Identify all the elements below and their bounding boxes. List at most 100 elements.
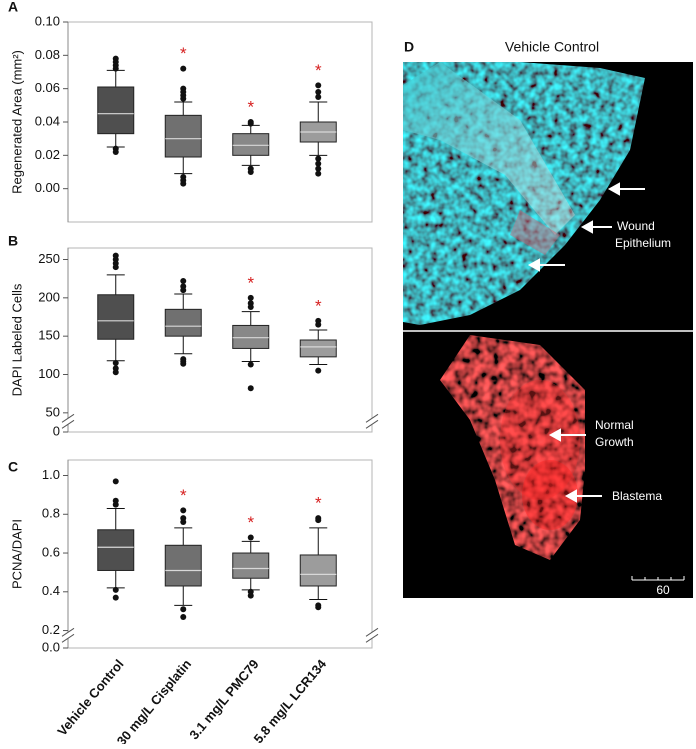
y-tick-label: 1.0 bbox=[42, 467, 60, 482]
outlier bbox=[247, 169, 254, 175]
y-tick-label: 0.2 bbox=[42, 622, 60, 637]
y-tick-label: 0.0 bbox=[42, 639, 60, 654]
y-tick-label: 100 bbox=[38, 366, 60, 381]
outlier bbox=[180, 95, 187, 102]
axis-break-gap bbox=[62, 632, 74, 639]
outlier bbox=[315, 155, 322, 162]
annotation: Wound bbox=[617, 219, 655, 233]
outlier bbox=[315, 94, 322, 100]
significance-star: * bbox=[315, 61, 322, 80]
box bbox=[232, 324, 270, 349]
box bbox=[97, 294, 135, 340]
axis-break-gap bbox=[62, 418, 74, 425]
outlier bbox=[247, 385, 254, 392]
box-chart: B 0 50 100 150 200 250 DAPI Labeled Cells * * bbox=[8, 233, 379, 438]
outlier bbox=[247, 361, 254, 368]
significance-star: * bbox=[180, 486, 187, 505]
axis-break-mark bbox=[61, 627, 75, 637]
box bbox=[232, 552, 270, 579]
y-tick-label: 0.08 bbox=[35, 47, 60, 62]
box-chart: C 0.0 0.2 0.4 0.6 0.8 1.0 PCNA/DAPI Vehicle Cont… bbox=[8, 459, 379, 748]
outlier bbox=[247, 592, 254, 599]
y-tick-label: 0.4 bbox=[42, 583, 60, 598]
box bbox=[299, 554, 337, 587]
annotation: Growth bbox=[595, 435, 634, 449]
outlier bbox=[112, 360, 119, 366]
scale-bar bbox=[631, 576, 685, 581]
outlier bbox=[315, 160, 322, 167]
outlier bbox=[112, 478, 119, 485]
axis-break-mark bbox=[61, 633, 75, 643]
outlier bbox=[180, 507, 187, 514]
y-tick-label: 0.04 bbox=[35, 113, 60, 128]
y-axis-label: DAPI Labeled Cells bbox=[9, 283, 24, 396]
outlier bbox=[180, 613, 187, 620]
axis-break-mark bbox=[365, 413, 379, 423]
annotation: Epithelium bbox=[615, 236, 671, 250]
box bbox=[299, 339, 337, 358]
box bbox=[164, 544, 202, 587]
outlier bbox=[315, 604, 322, 611]
outlier bbox=[247, 304, 254, 311]
panel-label: A bbox=[8, 0, 18, 15]
axis-break-gap bbox=[366, 632, 378, 639]
x-tick-label: Vehicle Control bbox=[54, 656, 126, 738]
box-chart: A 0.00 0.02 0.04 0.06 0.08 0.10 Regenerated Are… bbox=[8, 0, 373, 223]
outlier bbox=[180, 65, 187, 72]
outlier bbox=[315, 367, 322, 374]
outlier bbox=[315, 170, 322, 177]
outlier bbox=[247, 294, 254, 301]
significance-star: * bbox=[315, 494, 322, 513]
outlier bbox=[247, 120, 254, 127]
axis-break-mark bbox=[61, 419, 75, 429]
outlier bbox=[315, 517, 322, 524]
outlier bbox=[315, 89, 322, 95]
outlier bbox=[180, 180, 187, 187]
annotation: Normal bbox=[595, 418, 634, 432]
y-axis-label: PCNA/DAPI bbox=[9, 519, 24, 589]
outlier bbox=[180, 360, 187, 367]
axis-break-gap bbox=[366, 418, 378, 425]
outlier bbox=[247, 534, 254, 541]
outlier bbox=[180, 287, 187, 294]
outlier bbox=[112, 501, 119, 508]
y-tick-label: 0.06 bbox=[35, 80, 60, 95]
annotation: Blastema bbox=[612, 489, 662, 503]
significance-star: * bbox=[180, 44, 187, 63]
y-tick-label: 250 bbox=[38, 251, 60, 266]
significance-star: * bbox=[247, 513, 254, 532]
outlier bbox=[112, 65, 119, 72]
y-tick-label: 0.8 bbox=[42, 506, 60, 521]
outlier bbox=[180, 277, 187, 284]
y-tick-label: 0.10 bbox=[35, 13, 60, 28]
significance-star: * bbox=[247, 97, 254, 116]
panel-label: C bbox=[8, 459, 18, 475]
panel-label: D bbox=[404, 39, 414, 55]
y-tick-label: 200 bbox=[38, 289, 60, 304]
axis-break-mark bbox=[365, 633, 379, 643]
y-tick-label: 0.02 bbox=[35, 147, 60, 162]
y-tick-label: 0.6 bbox=[42, 544, 60, 559]
significance-star: * bbox=[247, 273, 254, 292]
x-tick-label: 5.8 mg/L LCR134 bbox=[250, 656, 329, 744]
micrograph-panel: 60 D Vehicle Control Wound Epithelium No… bbox=[403, 39, 693, 598]
outlier bbox=[112, 594, 119, 601]
outlier bbox=[180, 519, 187, 526]
outlier bbox=[112, 586, 119, 593]
outlier bbox=[180, 606, 187, 613]
y-tick-label: 50 bbox=[46, 404, 60, 419]
y-axis-label: Regenerated Area (mm²) bbox=[9, 50, 24, 194]
outlier bbox=[315, 321, 322, 328]
box bbox=[232, 133, 270, 156]
axis-break-mark bbox=[61, 413, 75, 423]
axis-break-mark bbox=[365, 627, 379, 637]
scale-bar-label: 60 bbox=[656, 583, 670, 597]
outlier bbox=[112, 264, 119, 271]
y-tick-label: 150 bbox=[38, 328, 60, 343]
box bbox=[97, 86, 135, 135]
outlier bbox=[315, 82, 322, 89]
significance-star: * bbox=[315, 296, 322, 315]
outlier bbox=[112, 369, 119, 376]
y-tick-label: 0.00 bbox=[35, 180, 60, 195]
